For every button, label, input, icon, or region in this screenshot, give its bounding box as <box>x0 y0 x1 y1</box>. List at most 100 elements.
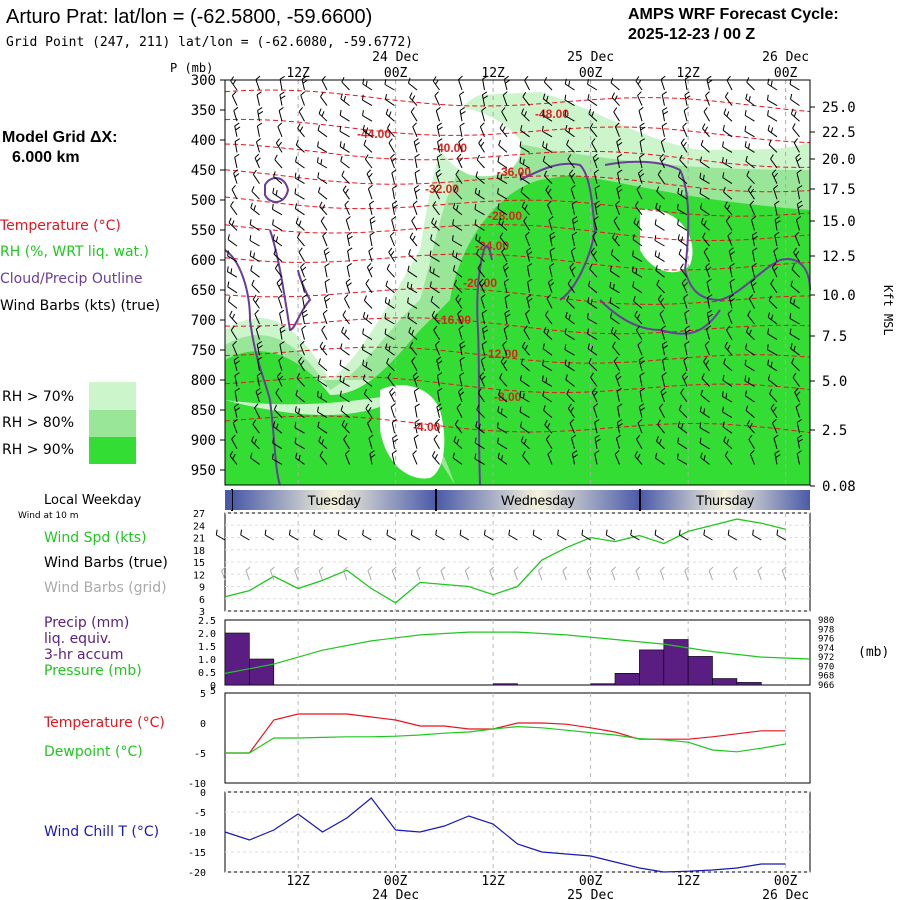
wind-barb-flag <box>526 294 532 299</box>
wind-barb-flag-2 <box>770 314 774 320</box>
wind-barb-flag-2 <box>639 360 645 365</box>
wind-barb-flag <box>317 406 319 413</box>
wind-barb-flag <box>522 91 527 98</box>
pressure-tick-label-800: 800 <box>191 373 216 389</box>
wind-barb <box>678 248 688 262</box>
wind-barb-staff <box>430 300 440 309</box>
wind-barb-flag <box>768 295 772 301</box>
pressure-label: Pressure (mb) <box>44 663 142 679</box>
wind-barb-flag <box>342 310 347 316</box>
wind-barb-flag <box>706 325 712 330</box>
wind-barb <box>391 216 397 231</box>
wind-barb <box>723 358 733 372</box>
wind-barb <box>362 359 373 372</box>
wind-barb-flag-2 <box>501 220 505 226</box>
wind-barb-flag <box>609 265 613 272</box>
wind-barb-flag-2 <box>342 377 345 383</box>
wind-barb-flag <box>346 231 352 236</box>
wind-barb-staff <box>295 222 305 231</box>
wind-barb-staff <box>569 267 575 278</box>
pressure-axis-title: P (mb) <box>170 61 213 75</box>
wind-barb-flag <box>771 262 777 268</box>
wind-barb <box>722 406 733 419</box>
wspd-tick-1: 24 <box>193 521 205 532</box>
wind-barb <box>474 437 485 450</box>
wind-barb <box>459 91 465 106</box>
wind-barb-flag <box>482 91 488 96</box>
wind-barb <box>546 294 553 309</box>
wind-barb-staff <box>789 333 800 341</box>
wind-barb-staff <box>655 270 665 278</box>
wind-barb-staff <box>520 363 530 372</box>
wind-barb <box>657 169 665 184</box>
wind-barb-flag <box>498 217 502 224</box>
wind-barb-flag <box>677 421 681 427</box>
wind-barb-flag <box>726 325 731 331</box>
wind-barb <box>502 340 508 356</box>
wind-barb-flag <box>497 188 499 194</box>
wind-barb-staff <box>301 313 305 325</box>
wind-barb <box>324 278 330 293</box>
wind-barb <box>722 124 733 138</box>
wind-barb <box>272 437 283 450</box>
wind-barb-staff <box>519 411 530 419</box>
wind-barb-flag <box>519 406 522 413</box>
wind-barb-staff <box>430 239 440 247</box>
wind-barb <box>796 169 802 184</box>
wind-barb-flag <box>638 356 644 361</box>
wind-barb <box>747 310 755 325</box>
cloud-outline-0 <box>224 249 281 486</box>
wind-barb <box>699 406 710 419</box>
wind-barb-flag-2 <box>343 143 346 149</box>
wind-barb-staff <box>587 333 598 341</box>
wind-barb-flag <box>250 265 253 271</box>
wind-barb-flag-2 <box>726 438 730 445</box>
barb-flag <box>294 566 300 571</box>
wind-barb <box>616 419 623 434</box>
wind-barb-flag <box>324 294 329 299</box>
wind-barb-flag <box>768 139 772 145</box>
wind-barb <box>794 387 801 403</box>
wind-barb-flag <box>252 169 257 175</box>
wind-barb-flag-2 <box>478 423 481 430</box>
wind-barb-staff <box>228 222 238 231</box>
wind-barb-staff <box>339 364 350 372</box>
wind-barb-flag-2 <box>368 172 373 178</box>
wind-barb-staff <box>256 125 260 137</box>
wind-barb-flag <box>300 91 306 96</box>
wind-barb <box>316 157 328 169</box>
wind-barb-flag-2 <box>796 157 802 162</box>
wind-barb-flag <box>324 263 330 267</box>
wind-barb-flag <box>296 373 300 379</box>
wind-barb-staff <box>476 409 485 418</box>
pressure-tick-label-650: 650 <box>191 283 216 299</box>
wind-barb <box>278 106 284 122</box>
wind-barb-flag-2 <box>725 159 728 165</box>
wind-barb <box>770 279 778 294</box>
wind-barb <box>317 421 328 434</box>
wind-barb-staff <box>475 192 485 200</box>
wind-barb-staff <box>482 79 485 91</box>
wind-barb-staff <box>385 113 395 122</box>
wind-barb-flag <box>527 278 533 283</box>
xs-frame <box>224 79 811 486</box>
wind-barb-staff <box>639 157 643 169</box>
grid-point-text: Grid Point (247, 211) lat/lon = (-62.608… <box>6 35 413 50</box>
wind-barb-flag <box>452 250 455 256</box>
wind-barb-staff <box>542 114 553 122</box>
wind-barb-flag-2 <box>571 266 576 272</box>
wind-barb-staff <box>229 315 238 325</box>
wind-barb <box>277 122 283 137</box>
wind-barb-staff <box>459 359 463 371</box>
wind-barb <box>496 172 508 185</box>
wind-barb-flag <box>390 231 395 237</box>
pressure-tick-1: 978 <box>818 625 834 635</box>
wind-barb <box>457 75 463 91</box>
precip-bar-7 <box>687 656 713 686</box>
wind-barb <box>635 325 643 340</box>
wind-barb-flag-2 <box>568 314 571 320</box>
sfc-wind-barb-true <box>630 529 640 541</box>
barb-flag <box>391 566 397 571</box>
wind-barb-flag <box>729 278 735 283</box>
wind-barb <box>564 94 575 107</box>
